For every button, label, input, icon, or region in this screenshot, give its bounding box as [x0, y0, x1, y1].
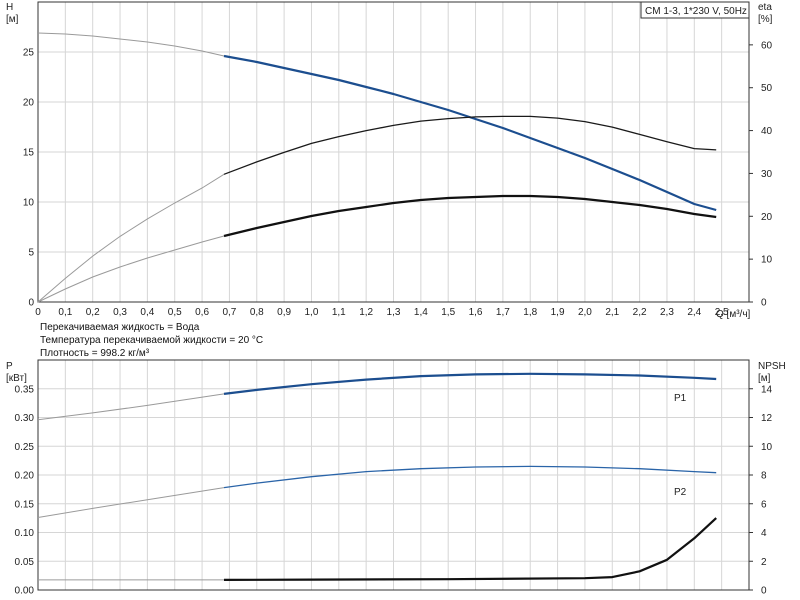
top-ylabel-left: H [6, 2, 13, 13]
top-y-tick-right: 30 [761, 169, 773, 180]
bottom-y-tick-left: 0.10 [15, 528, 35, 539]
note-temperature: Температура перекачиваемой жидкости = 20… [40, 335, 263, 346]
top-panel-grid [37, 2, 753, 303]
bottom-panel-frame [37, 359, 750, 591]
x-tick-label: 0,4 [140, 307, 154, 318]
series-label-p2: P2 [674, 487, 687, 498]
bottom-series-0-extrapolated [37, 393, 225, 421]
bottom-y-tick-right: 14 [761, 384, 773, 395]
note-density: Плотность = 998.2 кг/м³ [40, 348, 150, 359]
x-tick-label: 2,5 [715, 307, 729, 318]
bottom-panel-series [37, 372, 717, 581]
bottom-series-1-line [223, 465, 717, 489]
top-series-2-line [223, 194, 717, 238]
x-tick-label: 2,0 [578, 307, 592, 318]
x-tick-label: 0,9 [277, 307, 291, 318]
top-panel-frame [37, 1, 750, 303]
bottom-y-tick-left: 0.05 [15, 557, 35, 568]
bottom-y-tick-left: 0.30 [15, 413, 35, 424]
x-tick-label: 0,3 [113, 307, 127, 318]
x-tick-label: 2,2 [633, 307, 647, 318]
top-y-tick-right: 0 [761, 298, 767, 309]
top-y-tick-left: 5 [28, 248, 34, 259]
x-tick-label: 2,3 [660, 307, 674, 318]
bottom-y-tick-left: 0.35 [15, 384, 35, 395]
series-label-p1: P1 [674, 393, 687, 404]
bottom-y-tick-right: 8 [761, 471, 767, 482]
x-tick-label: 0,8 [250, 307, 264, 318]
bottom-y-tick-right: 0 [761, 586, 767, 597]
top-y-tick-left: 0 [28, 298, 34, 309]
bottom-y-tick-left: 0.20 [15, 471, 35, 482]
top-panel-tick-labels: 0 0,1 0,2 0,3 0,4 0,5 0,6 0,7 0,8 0,9 1,0 1,1 1,2 1,3… [23, 40, 773, 318]
bottom-y-tick-right: 2 [761, 557, 767, 568]
bottom-y-tick-left: 0.00 [15, 586, 35, 597]
bottom-y-tick-right: 4 [761, 528, 767, 539]
bottom-y-tick-right: 10 [761, 442, 773, 453]
top-y-tick-right: 20 [761, 212, 773, 223]
top-y-tick-right: 50 [761, 83, 773, 94]
top-series-0-line [223, 54, 717, 212]
top-y-tick-left: 15 [23, 148, 35, 159]
bottom-panel-tick-labels: 0.00 0.05 0.10 0.15 0.20 0.25 0.30 0.35 0 2 4 6 8 10 1… [15, 384, 773, 596]
bottom-series-0-line [223, 372, 717, 395]
bottom-ylabel-right: NPSH [758, 361, 786, 372]
x-tick-label: 1,3 [387, 307, 401, 318]
x-tick-label: 1,7 [496, 307, 510, 318]
top-y-tick-right: 60 [761, 40, 773, 51]
bottom-y-tick-left: 0.15 [15, 499, 35, 510]
x-tick-label: 1,8 [523, 307, 537, 318]
model-label-box [640, 1, 750, 19]
top-y-tick-right: 40 [761, 126, 773, 137]
x-tick-label: 1,6 [469, 307, 483, 318]
bottom-ylabel-left: P [6, 361, 13, 372]
top-y-tick-left: 10 [23, 198, 35, 209]
x-tick-label: 2,1 [605, 307, 619, 318]
x-tick-label: 1,4 [414, 307, 428, 318]
top-y-tick-left: 25 [23, 48, 35, 59]
bottom-y-tick-left: 0.25 [15, 442, 35, 453]
top-ylabel-right-unit: [%] [758, 14, 773, 25]
x-tick-label: 0,1 [58, 307, 72, 318]
note-liquid: Перекачиваемая жидкость = Вода [40, 322, 200, 333]
x-tick-label: 0,7 [222, 307, 236, 318]
top-series-2-extrapolated [37, 235, 225, 303]
x-tick-label: 1,5 [441, 307, 455, 318]
top-y-tick-right: 10 [761, 255, 773, 266]
x-tick-label: 0,5 [168, 307, 182, 318]
top-panel-series [37, 32, 717, 303]
bottom-ylabel-left-unit: [кВт] [6, 373, 27, 384]
x-tick-label: 0,2 [86, 307, 100, 318]
x-tick-label: 1,0 [305, 307, 319, 318]
bottom-series-1-extrapolated [37, 487, 225, 518]
x-tick-label: 1,9 [551, 307, 565, 318]
top-series-0-extrapolated [37, 32, 225, 57]
model-label: CM 1-3, 1*230 V, 50Hz [645, 6, 747, 17]
x-tick-label: 1,2 [359, 307, 373, 318]
x-tick-label: 0 [35, 307, 41, 318]
bottom-y-tick-right: 6 [761, 499, 767, 510]
bottom-panel-grid [37, 360, 753, 591]
x-tick-label: 1,1 [332, 307, 346, 318]
bottom-y-tick-right: 12 [761, 413, 773, 424]
x-tick-label: 0,6 [195, 307, 209, 318]
bottom-series-2-line [223, 517, 717, 581]
top-ylabel-right: eta [758, 2, 772, 13]
top-series-1-extrapolated [37, 173, 225, 303]
x-tick-label: 2,4 [687, 307, 701, 318]
bottom-ylabel-right-unit: [м] [758, 373, 771, 384]
top-ylabel-left-unit: [м] [6, 14, 19, 25]
top-xlabel: Q [м³/ч] [716, 309, 751, 320]
top-y-tick-left: 20 [23, 98, 35, 109]
top-series-1-line [223, 115, 717, 175]
